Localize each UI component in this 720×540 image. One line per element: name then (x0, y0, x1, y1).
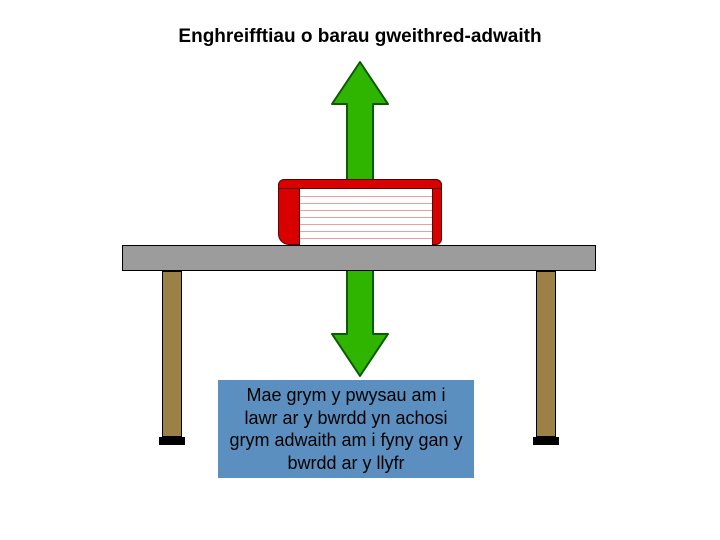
book-page-line (300, 224, 432, 225)
book-pages (300, 189, 432, 245)
book-page-line (300, 203, 432, 204)
book-page-line (300, 217, 432, 218)
diagram-stage: Mae grym y pwysau am i lawr ar y bwrdd y… (0, 0, 720, 540)
book (278, 179, 442, 245)
book-cover-top (278, 179, 442, 189)
book-page-line (300, 210, 432, 211)
caption-box: Mae grym y pwysau am i lawr ar y bwrdd y… (218, 380, 474, 478)
book-page-line (300, 196, 432, 197)
caption-text: Mae grym y pwysau am i lawr ar y bwrdd y… (228, 384, 464, 474)
book-page-line (300, 231, 432, 232)
book-page-line (300, 238, 432, 239)
